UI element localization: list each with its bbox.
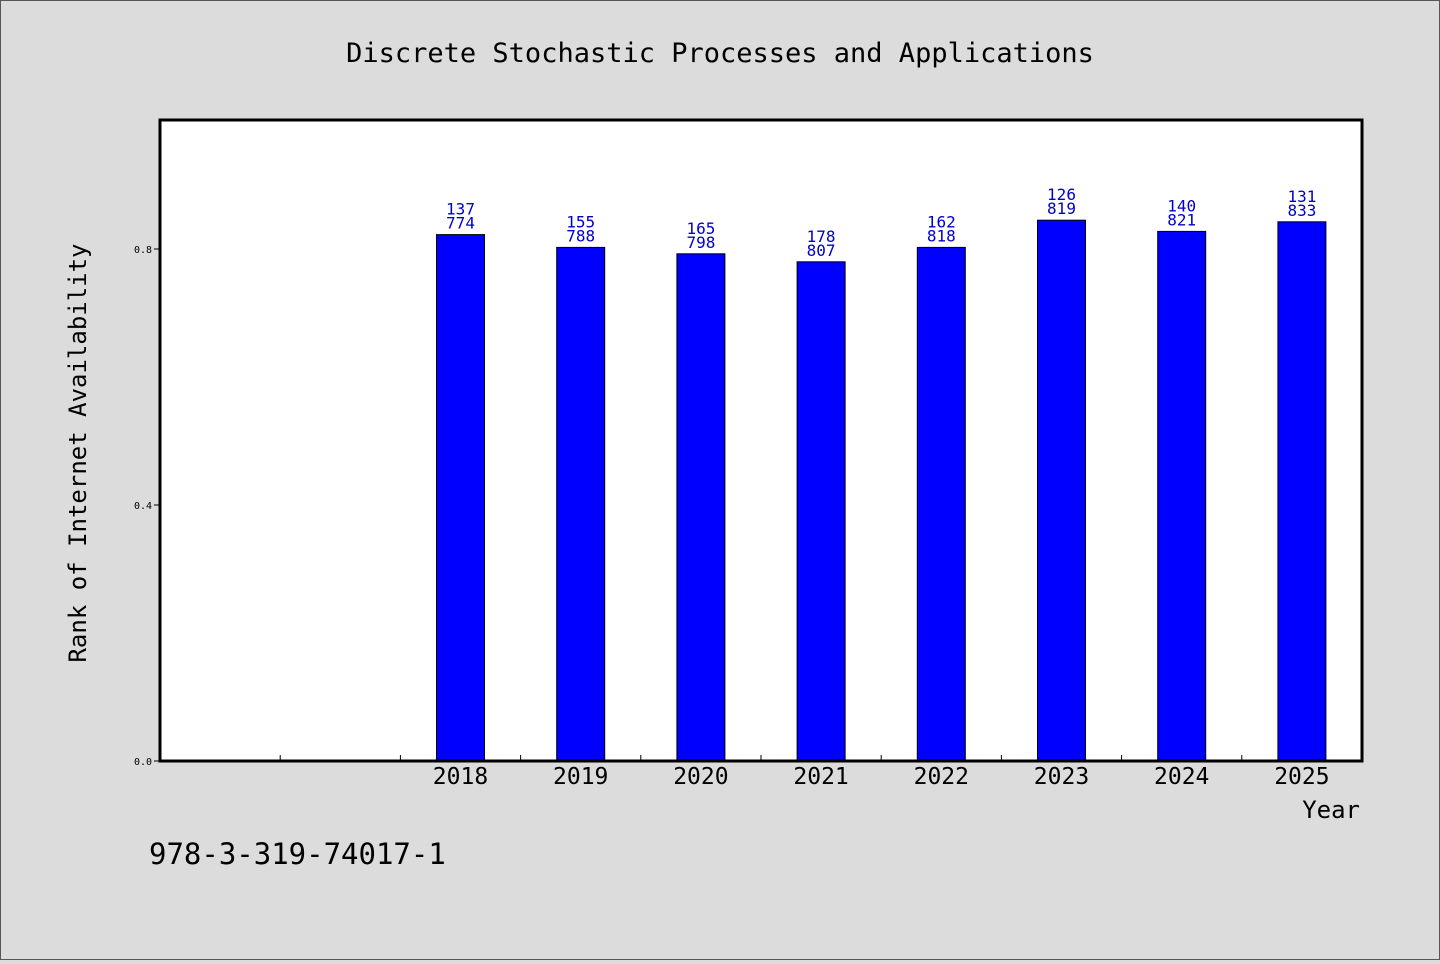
data-label-2024-bottom: 821 [1167, 210, 1196, 229]
chart-title: Discrete Stochastic Processes and Applic… [346, 38, 1094, 69]
bar-2019 [556, 246, 606, 762]
data-label-2021-top: 178 [807, 227, 836, 246]
x-tick-label-2019: 2019 [553, 764, 608, 790]
bar-2023 [1037, 219, 1086, 762]
x-tick-label-2020: 2020 [673, 764, 728, 790]
x-axis-title: Year [1302, 796, 1360, 824]
data-label-2025-top: 131 [1287, 187, 1316, 206]
y-tick-label: 0.4 [134, 501, 152, 512]
y-tick-label: 0.8 [134, 245, 152, 256]
y-ticks-group: 0.0 0.4 0.8 [134, 245, 160, 768]
isbn-label: 978-3-319-74017-1 [149, 837, 446, 871]
data-label-2018-top: 137 [446, 200, 475, 219]
data-label-2018-bottom: 774 [446, 214, 475, 233]
data-label-2021-bottom: 807 [807, 241, 836, 260]
y-tick-label: 0.0 [134, 757, 152, 768]
data-label-2019-bottom: 788 [566, 226, 595, 245]
bars-group [436, 219, 1327, 762]
bar-2024 [1157, 230, 1207, 762]
data-label-2023-bottom: 819 [1047, 199, 1076, 218]
x-tick-label-2025: 2025 [1274, 764, 1329, 790]
bar-2020 [676, 253, 726, 762]
data-label-2024-top: 140 [1167, 196, 1196, 215]
y-axis-title: Rank of Internet Availability [64, 243, 92, 662]
bar-2021 [796, 261, 846, 762]
data-label-2020-top: 165 [686, 219, 715, 238]
x-tick-label-2021: 2021 [793, 764, 848, 790]
x-tick-label-2018: 2018 [433, 764, 488, 790]
bar-2018 [436, 234, 485, 762]
data-label-2025-bottom: 833 [1287, 201, 1316, 220]
x-tick-label-2023: 2023 [1034, 764, 1089, 790]
data-label-2019-top: 155 [566, 212, 595, 231]
data-label-2022-bottom: 818 [927, 226, 956, 245]
bar-2025 [1277, 221, 1327, 762]
plot-border [158, 118, 1364, 763]
data-label-2022-top: 162 [927, 212, 956, 231]
data-label-2020-bottom: 798 [686, 233, 715, 252]
x-tick-label-2024: 2024 [1154, 764, 1209, 790]
bar-2022 [916, 246, 966, 762]
data-label-2023-top: 126 [1047, 185, 1076, 204]
x-ticks-group: 2018 2019 2020 2021 2022 2023 2024 2025 [279, 755, 1330, 790]
x-tick-label-2022: 2022 [914, 764, 969, 790]
